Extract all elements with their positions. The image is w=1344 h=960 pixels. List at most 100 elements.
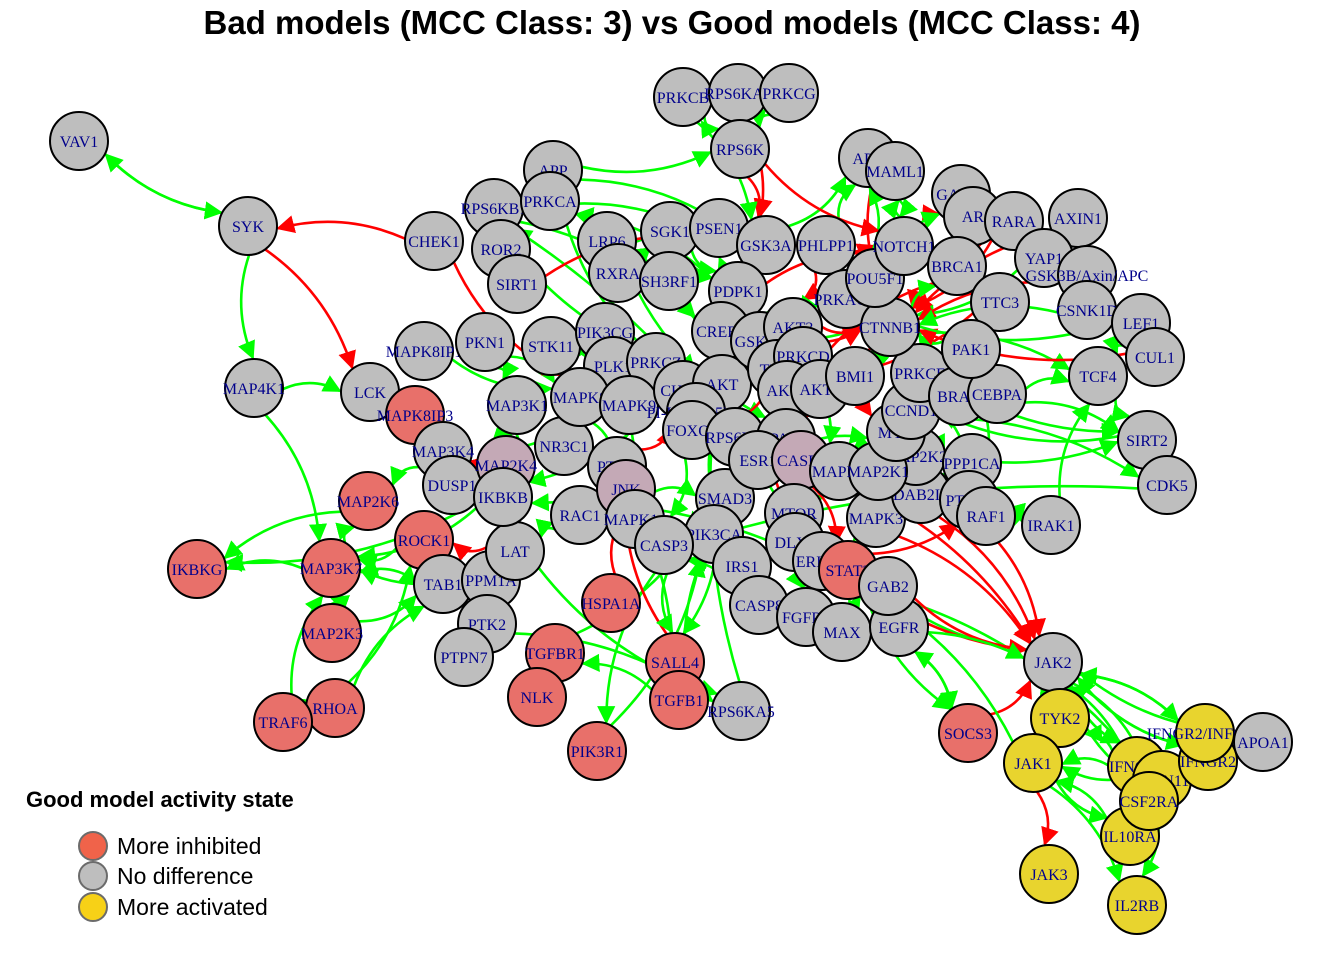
node-map2k3: MAP2K3 bbox=[301, 603, 363, 663]
node-vav1: VAV1 bbox=[49, 111, 109, 171]
node-ikbkb: IKBKB bbox=[473, 467, 533, 527]
edge-tgfb1-to-tgfbr1 bbox=[581, 653, 653, 691]
node-label: SOCS3 bbox=[944, 726, 992, 743]
node-label: FOXO3 bbox=[666, 423, 718, 440]
node-gab2: GAB2 bbox=[858, 556, 918, 616]
node-circle bbox=[567, 721, 627, 781]
node-label: CHEK1 bbox=[408, 234, 460, 251]
edge-cebpa-to-sirt2 bbox=[1024, 400, 1120, 433]
node-tcf4: TCF4 bbox=[1068, 346, 1128, 406]
node-circle bbox=[473, 467, 533, 527]
edge-syk-to-vav1 bbox=[104, 153, 223, 215]
node-label: NR3C1 bbox=[540, 439, 589, 456]
node-label: STK11 bbox=[528, 339, 574, 356]
edge-mapk3-to-jak2 bbox=[898, 535, 1031, 645]
node-circle bbox=[639, 251, 699, 311]
node-circle bbox=[520, 171, 580, 231]
edge-prkcb-to-rps6k bbox=[700, 116, 720, 139]
edge-rps6k-to-gsk3a bbox=[746, 176, 772, 218]
node-circle bbox=[927, 236, 987, 296]
node-label: RAF1 bbox=[966, 509, 1005, 526]
node-label: IRS1 bbox=[726, 559, 759, 576]
edge-ifngr1-to-tyk2 bbox=[1083, 724, 1114, 752]
edge-cebpa-to-tcf4 bbox=[1024, 367, 1071, 390]
edge-vav1-to-syk bbox=[103, 153, 224, 220]
node-label: IKBKG bbox=[172, 562, 223, 579]
edge-jak2-to-ifngr2 bbox=[1076, 676, 1185, 751]
node-label: SALL4 bbox=[651, 655, 699, 672]
node-circle bbox=[1119, 771, 1179, 831]
node-label: BRCA1 bbox=[931, 259, 983, 276]
node-label: PSEN1 bbox=[695, 221, 742, 238]
node-pak1: PAK1 bbox=[941, 319, 1001, 379]
node-label: PHLPP1 bbox=[798, 238, 854, 255]
node-prkcb: PRKCB bbox=[653, 67, 713, 127]
node-label: STAT3 bbox=[826, 563, 871, 580]
node-label: IL2RB bbox=[1115, 898, 1159, 915]
edge-map4k1-to-lck bbox=[282, 375, 342, 393]
node-label: RHOA bbox=[312, 701, 358, 718]
node-label: PRKCB bbox=[657, 90, 709, 107]
node-mapk3: MAPK3 bbox=[846, 488, 906, 548]
node-label: SH3RF1 bbox=[641, 274, 697, 291]
node-label: MAP4K1 bbox=[223, 381, 285, 398]
node-rac1: RAC1 bbox=[550, 485, 610, 545]
edge-irak1-to-tcf4 bbox=[1058, 403, 1091, 498]
node-label: RPS6KA5 bbox=[707, 704, 775, 721]
node-label: CSF2RA bbox=[1120, 794, 1179, 811]
node-circle bbox=[796, 215, 856, 275]
node-map3k7: MAP3K7 bbox=[300, 538, 362, 598]
node-label: PKN1 bbox=[465, 335, 505, 352]
node-circle bbox=[507, 667, 567, 727]
node-cul1: CUL1 bbox=[1125, 327, 1185, 387]
node-label: PRKCE bbox=[894, 366, 946, 383]
node-label: SIRT1 bbox=[496, 277, 538, 294]
node-label: TCF4 bbox=[1079, 369, 1116, 386]
node-label: CDK5 bbox=[1146, 478, 1188, 495]
node-pik3r1: PIK3R1 bbox=[567, 721, 627, 781]
node-label: CTNNB1 bbox=[859, 320, 921, 337]
node-jak3: JAK3 bbox=[1019, 844, 1079, 904]
node-casp3: CASP3 bbox=[634, 515, 694, 575]
node-notch1: NOTCH1 bbox=[872, 216, 936, 276]
node-nlk: NLK bbox=[507, 667, 567, 727]
node-raf1: RAF1 bbox=[956, 486, 1016, 546]
node-label: SYK bbox=[232, 219, 264, 236]
edge-map2k3-to-tab1 bbox=[358, 594, 417, 623]
node-label: MAPK9 bbox=[602, 398, 656, 415]
node-circle bbox=[581, 573, 641, 633]
node-irak1: IRAK1 bbox=[1021, 495, 1081, 555]
legend-swatch-activated bbox=[78, 892, 108, 922]
node-il2rb: IL2RB bbox=[1107, 875, 1167, 935]
node-circle bbox=[1233, 712, 1293, 772]
node-label: MAPK8IP1 bbox=[386, 344, 462, 361]
node-label: CASP3 bbox=[640, 538, 688, 555]
edge-traf6-to-map3k7 bbox=[290, 595, 324, 695]
node-map3k1: MAP3K1 bbox=[486, 375, 548, 435]
node-label: LCK bbox=[354, 385, 386, 402]
node-circle bbox=[487, 375, 547, 435]
edge-map4k1-to-map3k7 bbox=[264, 413, 328, 543]
node-label: SMAD3 bbox=[698, 491, 752, 508]
node-pkn1: PKN1 bbox=[455, 312, 515, 372]
node-sh3rf1: SH3RF1 bbox=[639, 251, 699, 311]
node-circle bbox=[1125, 327, 1185, 387]
node-brca1: BRCA1 bbox=[927, 236, 987, 296]
node-ctnnb1: CTNNB1 bbox=[859, 297, 921, 357]
node-label: TTC3 bbox=[981, 295, 1019, 312]
node-label: IKBKB bbox=[478, 490, 528, 507]
node-label: PTK2 bbox=[468, 617, 506, 634]
edge-lat-to-rock1 bbox=[452, 542, 487, 562]
node-circle bbox=[1030, 688, 1090, 748]
node-rps6ka5: RPS6KA5 bbox=[707, 681, 775, 741]
edge-rps6k-to-notch1 bbox=[764, 162, 880, 237]
node-label: BMI1 bbox=[836, 369, 874, 386]
node-label: CSNK1D bbox=[1056, 303, 1118, 320]
node-label: IRAK1 bbox=[1027, 518, 1074, 535]
legend-swatch-no-difference bbox=[78, 861, 108, 891]
node-ttc3: TTC3 bbox=[970, 272, 1030, 332]
node-mapk8ip1: MAPK8IP1 bbox=[386, 321, 462, 381]
node-stk11: STK11 bbox=[521, 316, 581, 376]
node-circle bbox=[865, 141, 925, 201]
node-lck: LCK bbox=[340, 362, 400, 422]
